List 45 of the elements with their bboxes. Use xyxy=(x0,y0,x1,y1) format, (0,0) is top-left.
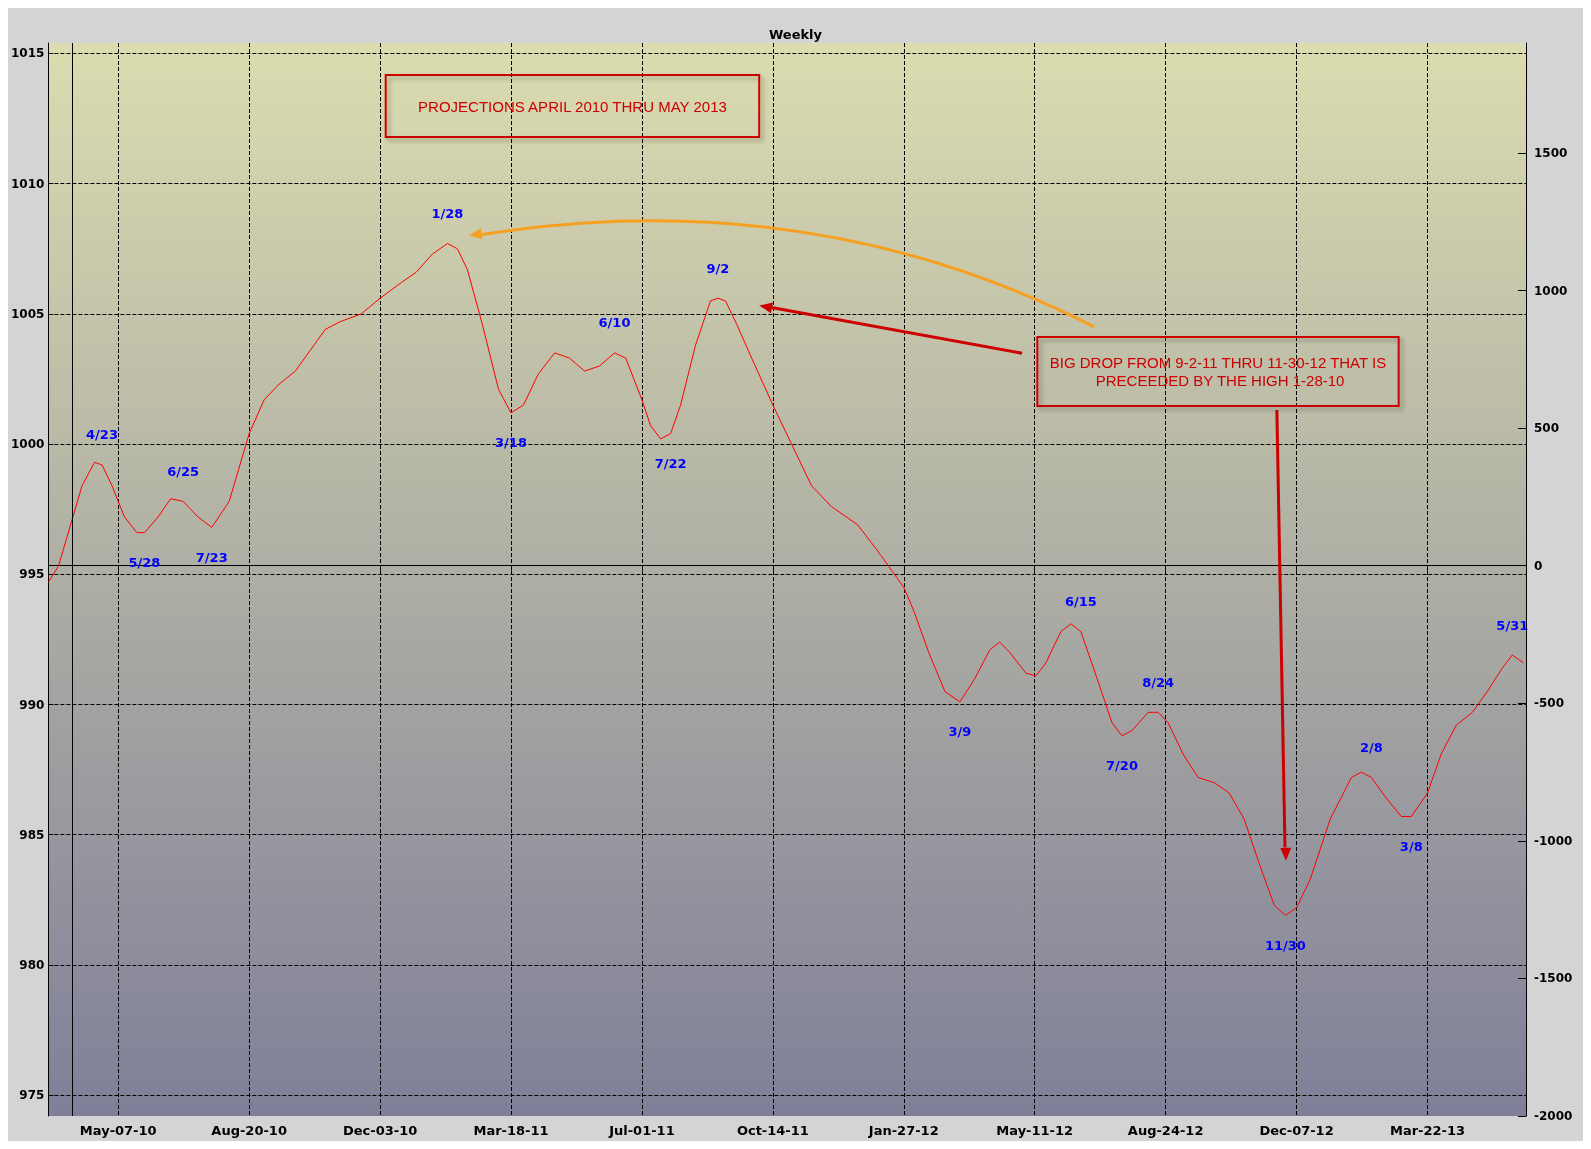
annotation: 8/24 xyxy=(1142,674,1175,690)
annotation: 11/30 xyxy=(1264,937,1306,953)
y-tick-label: 1005 xyxy=(10,306,45,321)
y2-tick-label: 0 xyxy=(1534,558,1543,573)
annotation: 4/23 xyxy=(86,427,118,443)
annotation: 1/28 xyxy=(431,206,464,222)
y2-tick-label: -500 xyxy=(1534,696,1565,711)
x-tick-label: Dec-03-10 xyxy=(342,1123,418,1138)
annotation: 2/8 xyxy=(1359,739,1383,755)
x-tick-label: May-07-10 xyxy=(79,1123,157,1138)
annotation: 9/2 xyxy=(706,260,730,276)
x-tick-label: Mar-18-11 xyxy=(473,1123,549,1138)
y-tick-label: 985 xyxy=(19,827,45,842)
y-tick-label: 995 xyxy=(19,567,45,582)
y2-tick-label: -1000 xyxy=(1534,833,1573,848)
y2-tick-label: 1500 xyxy=(1534,146,1568,161)
annotation: BIG DROP FROM 9-2-11 THRU 11-30-12 THAT IS PRECEEDED BY THE HIGH 1-28-10 xyxy=(1049,353,1387,389)
annotation: PROJECTIONS APRIL 2010 THRU MAY 2013 xyxy=(418,97,727,115)
x-tick-label: Mar-22-13 xyxy=(1389,1123,1466,1138)
x-tick-label: May-11-12 xyxy=(996,1123,1074,1138)
y-tick-label: 1010 xyxy=(10,176,45,191)
y2-tick-label: 1000 xyxy=(1534,283,1568,298)
annotation: 3/8 xyxy=(1399,839,1423,854)
y-tick-label: 975 xyxy=(19,1088,45,1103)
annotation: 6/25 xyxy=(167,463,200,479)
y2-tick-label: 500 xyxy=(1534,421,1560,436)
x-tick-label: Jul-01-11 xyxy=(608,1123,675,1138)
annotation: 7/23 xyxy=(195,549,228,565)
y-tick-label: 980 xyxy=(19,957,45,972)
x-tick-label: Aug-20-10 xyxy=(211,1123,287,1138)
annotation: 7/20 xyxy=(1106,758,1138,774)
y-tick-label: 1015 xyxy=(10,46,45,61)
annotation: 6/15 xyxy=(1064,594,1097,610)
y-tick-label: 990 xyxy=(19,697,45,712)
x-tick-label: Dec-07-12 xyxy=(1259,1123,1334,1138)
annotation: 3/9 xyxy=(948,724,972,740)
y2-tick-label: -1500 xyxy=(1534,971,1573,986)
x-tick-label: Oct-14-11 xyxy=(736,1123,809,1138)
annotation: 6/10 xyxy=(598,315,631,331)
chart-subtitle: Weekly xyxy=(768,27,823,42)
annotation: 7/22 xyxy=(654,456,687,472)
x-tick-label: Aug-24-12 xyxy=(1127,1123,1204,1138)
y2-tick-label: -2000 xyxy=(1534,1109,1573,1123)
y-tick-label: 1000 xyxy=(10,437,45,452)
x-tick-label: Jan-27-12 xyxy=(867,1123,939,1138)
